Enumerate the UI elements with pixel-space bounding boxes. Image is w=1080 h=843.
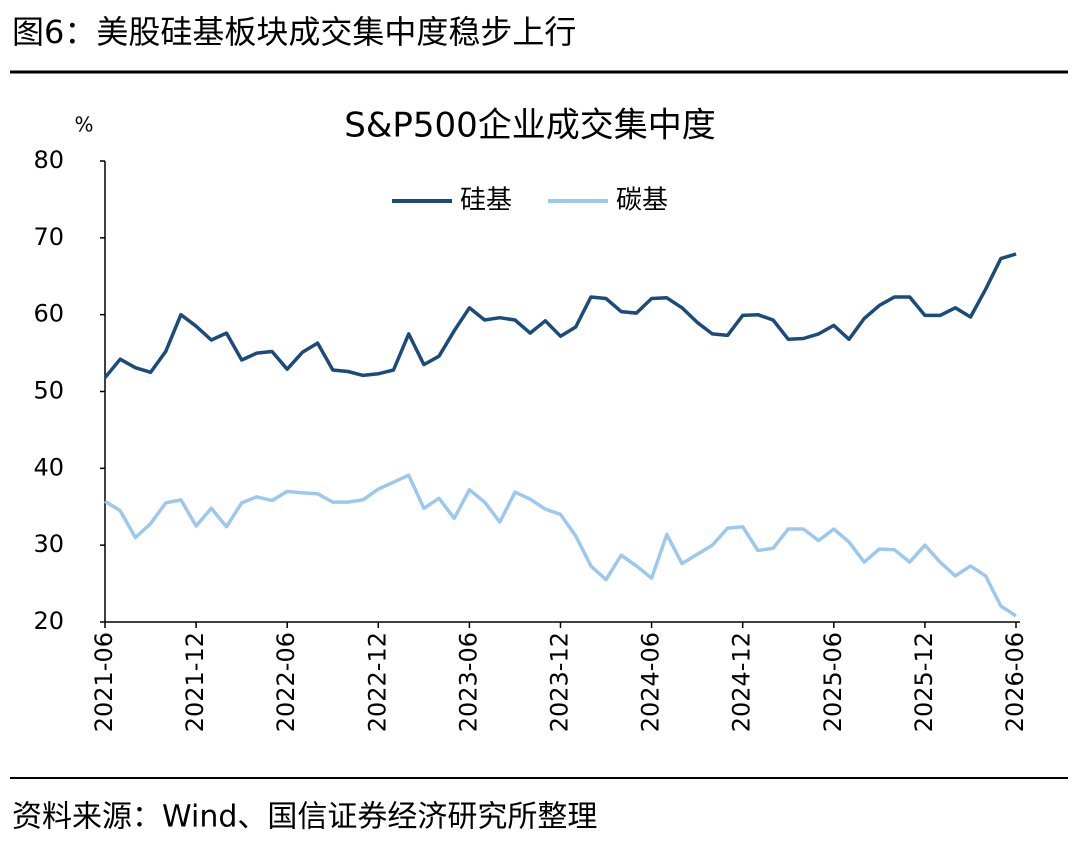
y-tick-label: 80 <box>33 146 64 174</box>
x-tick-label: 2022-06 <box>272 632 300 732</box>
figure-title: 图6：美股硅基板块成交集中度稳步上行 <box>12 13 576 51</box>
x-tick-label: 2024-12 <box>728 632 756 732</box>
x-tick-label: 2025-12 <box>910 632 938 732</box>
series-line <box>103 252 1017 379</box>
y-tick-label: 60 <box>33 300 64 328</box>
y-tick-label: 40 <box>33 453 64 481</box>
y-tick-label: 50 <box>33 377 64 405</box>
chart-title: S&P500企业成交集中度 <box>344 106 716 146</box>
y-tick-label: 20 <box>33 607 64 635</box>
x-tick-label: 2024-06 <box>637 632 665 732</box>
x-tick-label: 2021-12 <box>181 632 209 732</box>
x-tick-label: 2022-12 <box>363 632 391 732</box>
source: 资料来源：Wind、国信证券经济研究所整理 <box>12 800 597 835</box>
x-tick-label: 2025-06 <box>819 632 847 732</box>
x-tick-label: 2023-06 <box>454 632 482 732</box>
legend-label: 硅基 <box>460 186 512 216</box>
y-tick-label: 70 <box>33 223 64 251</box>
series-line <box>104 473 1017 618</box>
y-unit: % <box>74 113 93 137</box>
x-tick-label: 2021-06 <box>90 632 118 732</box>
x-tick-label: 2023-12 <box>546 632 574 732</box>
legend-label: 碳基 <box>616 186 668 216</box>
x-tick-label: 2026-06 <box>1001 632 1029 732</box>
y-tick-label: 30 <box>33 530 64 558</box>
